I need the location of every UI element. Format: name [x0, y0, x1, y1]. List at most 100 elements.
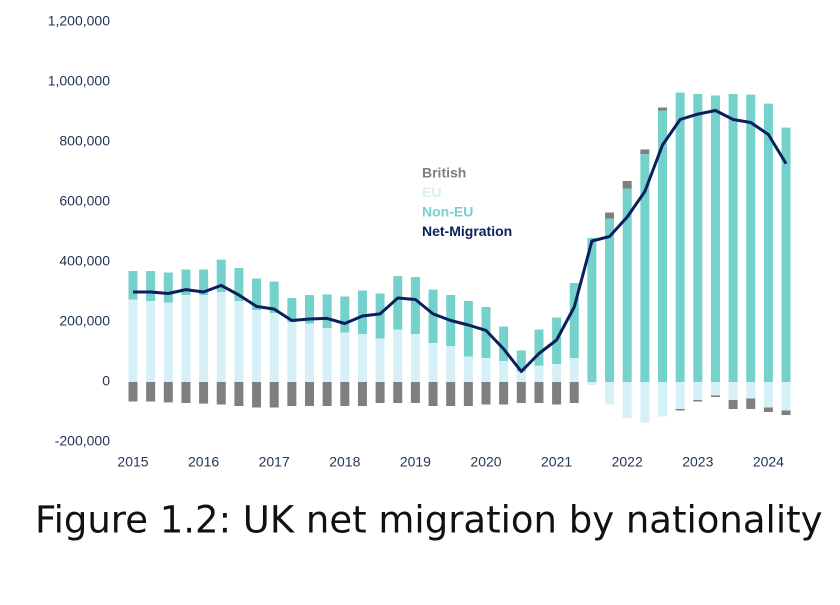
bar-segment: [693, 382, 703, 400]
bar-segment: [375, 338, 385, 382]
bar-segment: [428, 382, 438, 406]
bar-segment: [552, 364, 562, 382]
bar-segment: [622, 181, 632, 189]
legend-entry: EU: [422, 184, 441, 200]
bar-segment: [305, 382, 314, 406]
bar-segment: [569, 358, 579, 382]
bar-segment: [357, 290, 367, 334]
x-tick-label: 2016: [188, 454, 219, 470]
x-tick-label: 2023: [682, 454, 713, 470]
bar-segment: [446, 346, 456, 382]
bar-segment: [728, 382, 738, 400]
bar-segment: [516, 382, 526, 403]
bar-segment: [163, 302, 173, 382]
bar-segment: [340, 296, 350, 333]
y-tick-label: -200,000: [55, 433, 110, 449]
bar-segment: [216, 292, 226, 382]
bar-segment: [587, 238, 597, 382]
bar-segment: [287, 322, 297, 382]
bar-segment: [199, 382, 209, 404]
bar-segment: [199, 269, 209, 295]
bar-segment: [693, 400, 703, 402]
bar-segment: [763, 382, 773, 408]
bar-segment: [181, 295, 191, 382]
chart-title: Figure 1.2: UK net migration by national…: [35, 499, 823, 542]
bar-segment: [728, 400, 738, 409]
bar-segment: [499, 361, 509, 382]
x-tick-label: 2021: [541, 454, 572, 470]
bar-segment: [675, 409, 685, 411]
bar-segment: [463, 382, 473, 406]
legend-entry: British: [422, 165, 466, 181]
bar-segment: [658, 382, 667, 417]
x-tick-label: 2015: [117, 454, 148, 470]
bar-segment: [728, 94, 738, 382]
bar-segment: [534, 365, 544, 382]
bar-segment: [658, 107, 667, 111]
bar-segment: [287, 298, 297, 322]
bar-segment: [569, 382, 579, 403]
bar-segment: [781, 382, 791, 411]
bar-segment: [287, 382, 297, 406]
bar-segment: [746, 382, 756, 399]
bar-segment: [181, 269, 191, 295]
bar-segment: [463, 356, 473, 382]
bar-segment: [710, 382, 720, 396]
bar-segment: [252, 310, 262, 382]
y-tick-label: 800,000: [59, 133, 110, 149]
y-tick-label: 1,000,000: [48, 73, 110, 89]
bar-segment: [481, 382, 491, 405]
bar-segment: [481, 358, 491, 382]
bar-segment: [446, 382, 456, 406]
legend-entry: Net-Migration: [422, 223, 512, 239]
y-tick-label: 600,000: [59, 193, 110, 209]
bar-segment: [181, 382, 191, 403]
bar-segment: [605, 382, 615, 405]
bar-segment: [146, 271, 156, 301]
bar-segment: [605, 212, 615, 219]
bar-segment: [675, 382, 685, 409]
net-line: [133, 109, 788, 373]
bar-segment: [269, 313, 279, 382]
bar-segment: [340, 382, 350, 406]
bar-segment: [146, 382, 156, 402]
bar-segment: [534, 382, 544, 403]
bar-segment: [322, 294, 332, 328]
bar-segment: [410, 334, 420, 382]
bar-segment: [163, 272, 173, 303]
bar-segment: [375, 382, 385, 403]
bar-segment: [269, 382, 279, 408]
bar-segment: [552, 382, 562, 405]
y-tick-label: 0: [102, 373, 110, 389]
bar-segment: [499, 382, 509, 405]
bar-segment: [357, 334, 367, 382]
bar-segment: [675, 92, 685, 382]
bar-segment: [305, 323, 314, 382]
x-tick-label: 2017: [259, 454, 290, 470]
bar-segment: [322, 382, 332, 406]
bar-segment: [746, 398, 756, 409]
bar-segment: [252, 382, 262, 408]
bar-segment: [163, 382, 173, 403]
x-tick-label: 2024: [753, 454, 784, 470]
bar-segment: [516, 371, 526, 382]
bar-segment: [534, 329, 544, 366]
bar-segment: [622, 188, 632, 382]
legend-entry: Non-EU: [422, 204, 473, 220]
bar-segment: [516, 350, 526, 372]
bar-segment: [269, 281, 279, 313]
bar-segment: [499, 326, 509, 361]
bar-segment: [410, 382, 420, 403]
bar-segment: [252, 278, 262, 310]
bar-segment: [216, 382, 226, 405]
bar-segment: [658, 110, 667, 382]
bar-segment: [622, 382, 632, 418]
bar-segment: [781, 410, 791, 415]
bar-segment: [640, 154, 650, 382]
bar-segment: [375, 293, 385, 339]
bar-segment: [305, 295, 314, 324]
bar-segment: [605, 218, 615, 382]
bar-segment: [640, 149, 650, 154]
bar-segment: [216, 259, 226, 292]
